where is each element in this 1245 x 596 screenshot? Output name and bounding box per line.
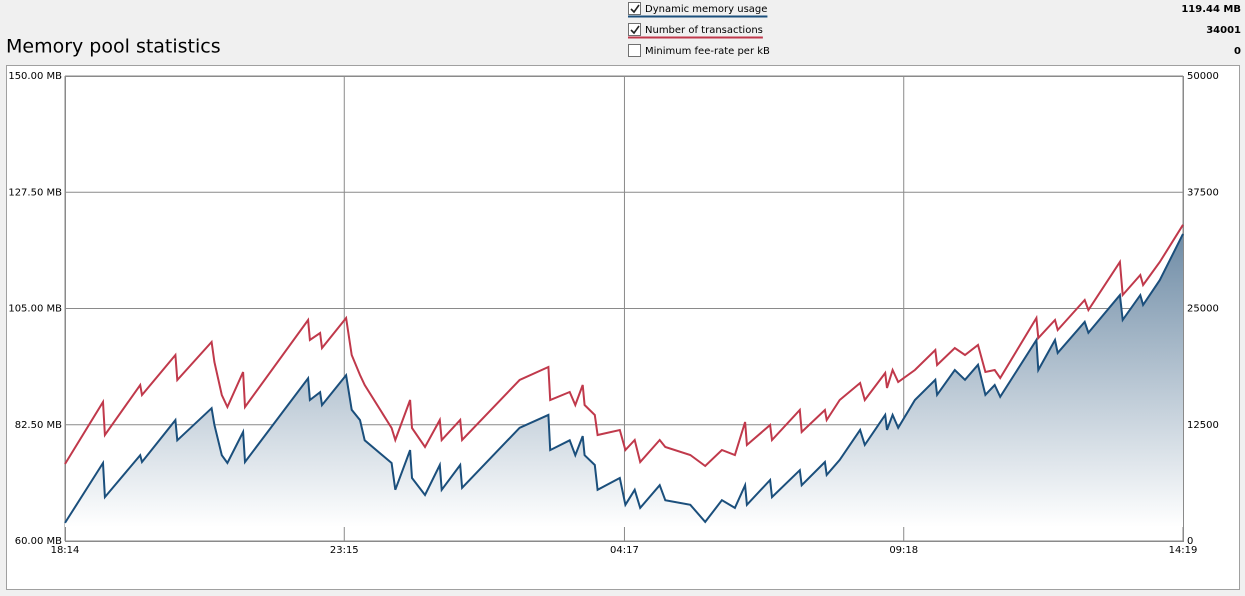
y-tick-label: 82.50 MB	[15, 420, 62, 431]
x-tick-label: 04:17	[610, 545, 639, 556]
checkmark	[630, 25, 640, 35]
series-line	[64, 233, 1184, 524]
y2-tick-label: 37500	[1187, 187, 1219, 198]
legend-label: Minimum fee-rate per kB	[645, 46, 770, 57]
y2-tick-label: 0	[1187, 536, 1193, 547]
x-tick-label: 23:15	[330, 545, 359, 556]
x-tick-label: 09:18	[889, 545, 918, 556]
y-tick-label: 105.00 MB	[8, 304, 62, 315]
y2-tick-label: 50000	[1187, 71, 1219, 82]
area	[65, 233, 1183, 527]
legend-item: Dynamic memory usage 119.44 MB	[628, 2, 1241, 18]
legend-item: Minimum fee-rate per kB 0	[628, 44, 1241, 57]
legend-value: 34001	[1206, 25, 1241, 36]
legend-value: 0	[1234, 46, 1241, 57]
checkbox	[628, 23, 641, 36]
y-tick-label: 150.00 MB	[8, 71, 62, 82]
checkmark	[630, 4, 640, 14]
checkbox	[628, 2, 641, 15]
legend-label: Number of transactions	[645, 25, 763, 36]
x-tick-label: 14:19	[1169, 545, 1198, 556]
y-tick-label: 60.00 MB	[15, 536, 62, 547]
checkbox	[628, 44, 641, 57]
chart-title: Memory pool statistics	[6, 36, 221, 58]
legend-item: Number of transactions 34001	[628, 23, 1241, 39]
y2-tick-label: 12500	[1187, 420, 1219, 431]
y-tick-label: 127.50 MB	[8, 187, 62, 198]
legend-value: 119.44 MB	[1181, 4, 1241, 15]
x-tick-label: 18:14	[51, 545, 80, 556]
legend-label: Dynamic memory usage	[645, 4, 767, 15]
y2-tick-label: 25000	[1187, 304, 1219, 315]
series-line	[64, 224, 1184, 468]
